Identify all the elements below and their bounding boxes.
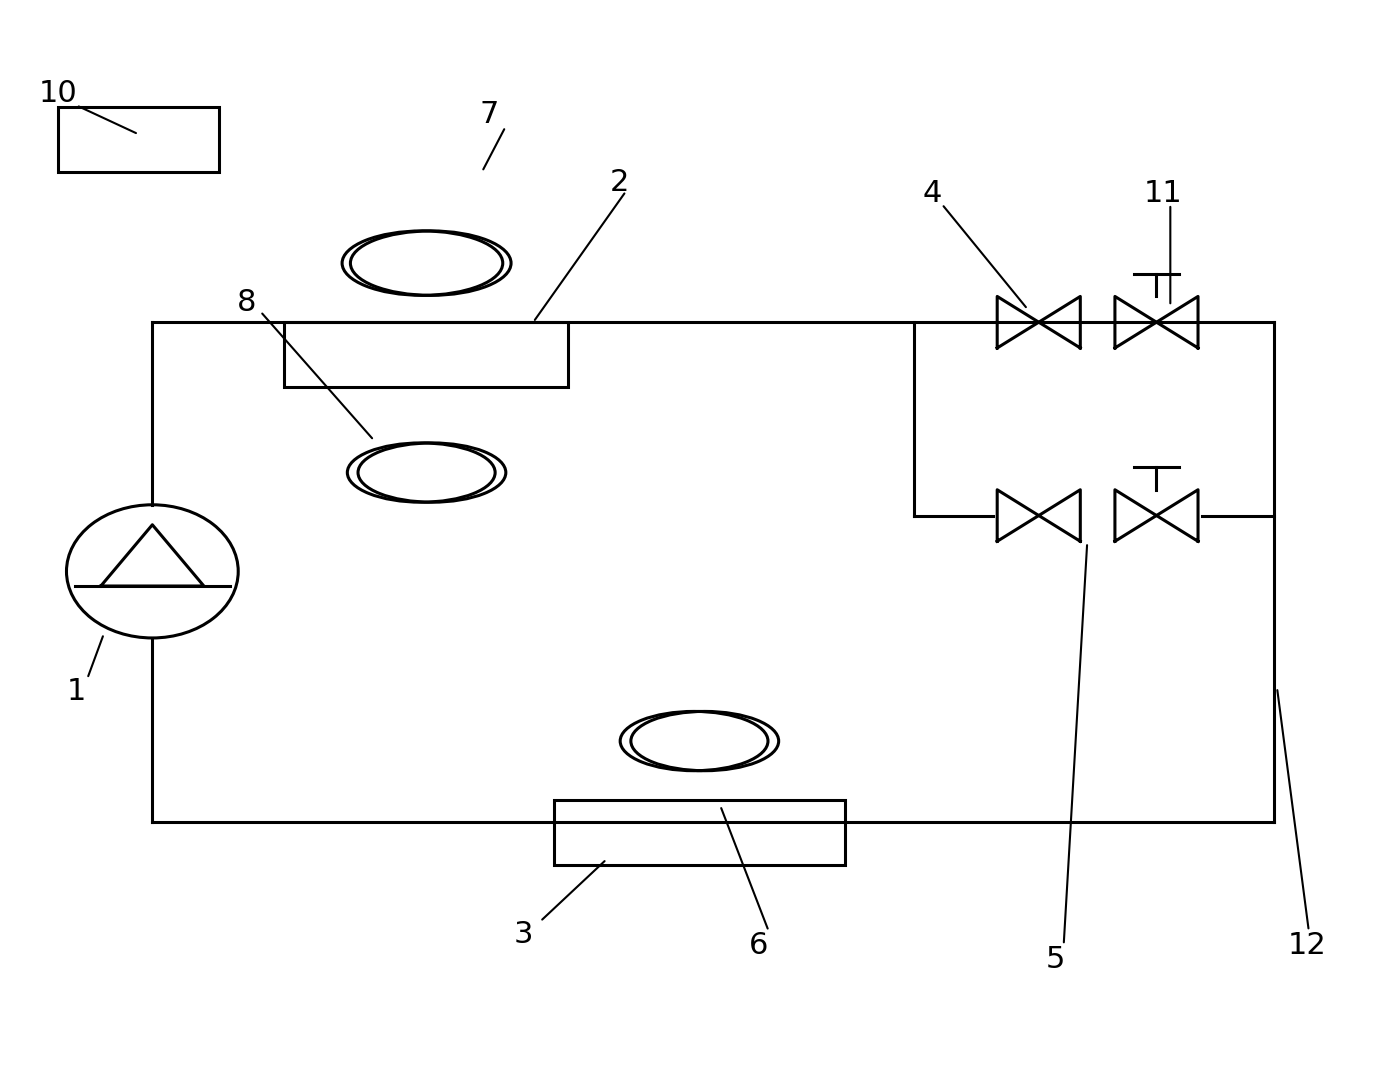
Text: 6: 6 <box>749 930 769 960</box>
Text: 1: 1 <box>66 677 86 707</box>
Bar <box>284 322 568 387</box>
Text: 7: 7 <box>479 100 499 130</box>
Text: 10: 10 <box>39 78 78 108</box>
Text: 3: 3 <box>514 919 533 949</box>
Text: 4: 4 <box>922 178 942 208</box>
Text: 12: 12 <box>1288 930 1327 960</box>
Text: 2: 2 <box>609 168 629 198</box>
Bar <box>58 107 219 172</box>
Text: 11: 11 <box>1144 178 1183 208</box>
Bar <box>554 800 845 865</box>
Text: 5: 5 <box>1046 944 1065 974</box>
Text: 8: 8 <box>237 288 256 318</box>
